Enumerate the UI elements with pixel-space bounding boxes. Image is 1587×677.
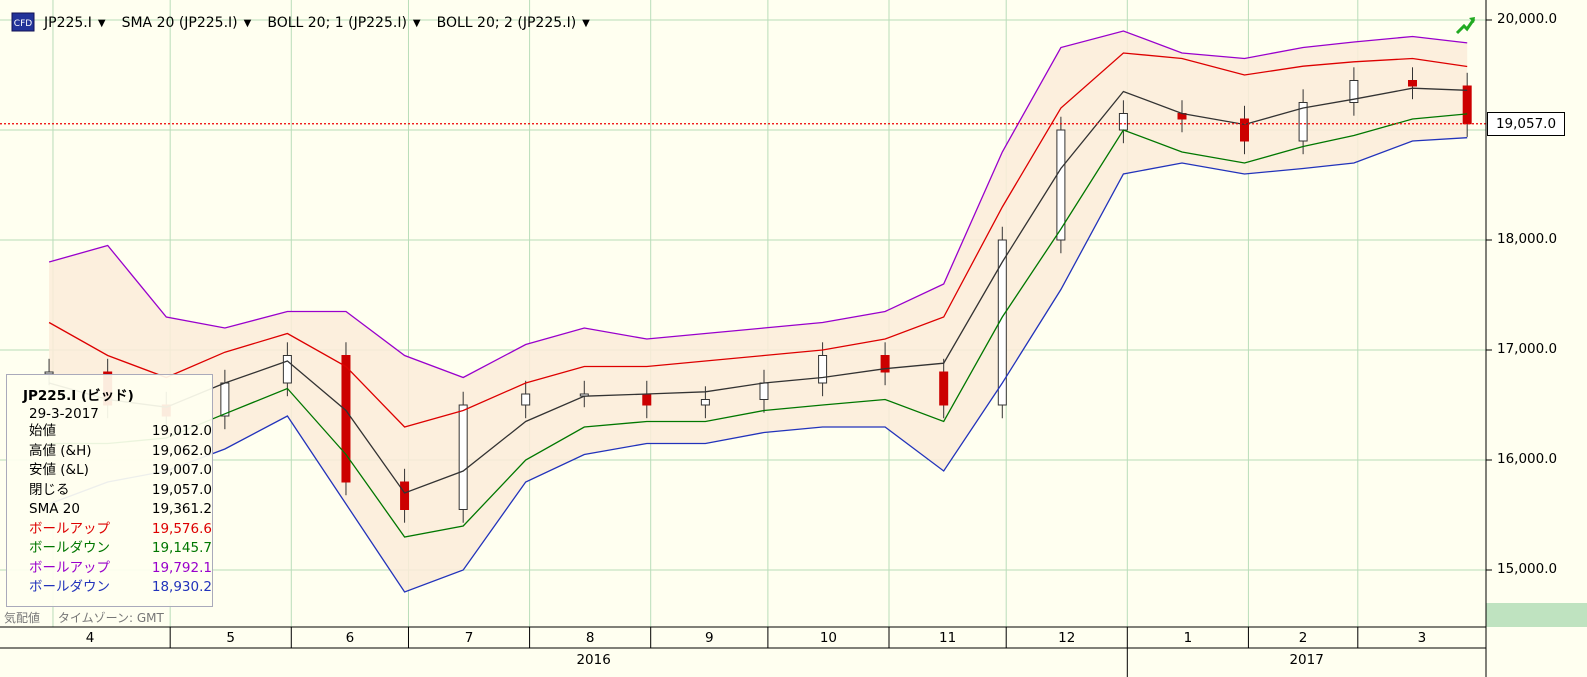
toolbar-item-label: JP225.I bbox=[44, 15, 92, 31]
data-window-value: 19,145.7 bbox=[151, 540, 212, 556]
data-window-value: 19,361.2 bbox=[151, 501, 212, 517]
data-window-key: 始値 bbox=[29, 423, 56, 439]
candle-body bbox=[1462, 85, 1472, 125]
month-label: 3 bbox=[1417, 630, 1427, 646]
candle-body bbox=[880, 355, 890, 373]
month-label: 8 bbox=[585, 630, 595, 646]
toolbar-item-label: BOLL 20; 2 (JP225.I) bbox=[436, 15, 577, 31]
timezone-label: タイムゾーン: GMT bbox=[57, 611, 164, 625]
data-window-value: 19,012.0 bbox=[151, 423, 212, 439]
price-axis-panel bbox=[1486, 0, 1587, 627]
candle-body bbox=[997, 239, 1007, 406]
candle-body bbox=[282, 355, 292, 384]
chevron-down-icon: ▼ bbox=[582, 17, 590, 29]
candle-body bbox=[1118, 113, 1128, 131]
quote-type-label: 気配値 bbox=[4, 611, 41, 625]
candle-body bbox=[1407, 80, 1417, 87]
toolbar-item-sma[interactable]: SMA 20 (JP225.I) ▼ bbox=[122, 15, 252, 31]
data-window-row: 始値 19,012.0 bbox=[7, 422, 212, 442]
sma20-line bbox=[48, 87, 1468, 494]
toolbar-item-boll1[interactable]: BOLL 20; 1 (JP225.I) ▼ bbox=[267, 15, 420, 31]
month-label: 4 bbox=[85, 630, 95, 646]
year-label: 2016 bbox=[576, 652, 611, 668]
status-bar: 気配値 タイムゾーン: GMT bbox=[4, 609, 178, 626]
chevron-down-icon: ▼ bbox=[412, 17, 421, 29]
candle-body bbox=[521, 393, 531, 406]
price-axis-label: 17,000.0 bbox=[1497, 341, 1558, 357]
boll1-lower-line bbox=[49, 113, 1468, 538]
data-window: JP225.I (ビッド) 29-3-2017 始値 19,012.0 高値 (&H… bbox=[6, 374, 213, 607]
boll2-lower-line bbox=[48, 137, 1468, 593]
candle-body bbox=[341, 355, 351, 483]
toolbar-item-boll2[interactable]: BOLL 20; 2 (JP225.I) ▼ bbox=[437, 15, 590, 31]
bollinger-band-fill bbox=[49, 31, 1468, 592]
current-price-tag: 19,057.0 bbox=[1487, 111, 1565, 136]
candle-body bbox=[700, 399, 710, 406]
month-label: 2 bbox=[1298, 630, 1308, 646]
data-window-row: SMA 20 19,361.2 bbox=[7, 500, 212, 520]
data-window-row: ボールアップ 19,792.1 bbox=[7, 559, 212, 579]
candle-body bbox=[759, 382, 769, 400]
candle-body bbox=[642, 393, 652, 406]
candle-body bbox=[1056, 129, 1066, 241]
boll1-upper-line bbox=[48, 52, 1468, 428]
data-window-row: ボールダウン 18,930.2 bbox=[7, 578, 212, 598]
data-window-value: 19,576.6 bbox=[151, 520, 212, 537]
price-axis-footer bbox=[1486, 603, 1587, 627]
data-window-key: ボールアップ bbox=[29, 559, 110, 576]
data-window-title: JP225.I (ビッド) bbox=[23, 388, 134, 404]
svg-text:CFD: CFD bbox=[14, 19, 32, 29]
toolbar-item-instrument[interactable]: JP225.I ▼ bbox=[44, 15, 106, 31]
data-window-key: ボールダウン bbox=[29, 579, 110, 595]
candle-body bbox=[400, 481, 410, 510]
year-label: 2017 bbox=[1289, 652, 1324, 668]
candle-body bbox=[458, 404, 468, 510]
month-label: 7 bbox=[464, 630, 474, 646]
candle-body bbox=[1240, 118, 1250, 142]
toolbar-item-label: BOLL 20; 1 (JP225.I) bbox=[267, 15, 407, 31]
data-window-key: ボールアップ bbox=[29, 520, 110, 537]
data-window-row: 安値 (&L) 19,007.0 bbox=[7, 461, 212, 481]
data-window-row: ボールアップ 19,576.6 bbox=[7, 520, 212, 540]
data-window-row: 閉じる 19,057.0 bbox=[7, 481, 212, 501]
candle-body bbox=[220, 382, 230, 417]
price-axis-label: 15,000.0 bbox=[1497, 561, 1558, 577]
candle-body bbox=[939, 371, 949, 406]
data-window-date: 29-3-2017 bbox=[29, 406, 99, 422]
candle-body bbox=[818, 355, 828, 384]
trend-up-icon[interactable] bbox=[1455, 14, 1477, 36]
data-window-key: 高値 (&H) bbox=[29, 442, 92, 459]
candle-body bbox=[1298, 102, 1308, 142]
cfd-icon[interactable]: CFD bbox=[10, 11, 36, 35]
data-window-value: 19,062.0 bbox=[151, 442, 212, 459]
month-label: 11 bbox=[939, 630, 957, 646]
candle-body bbox=[1349, 80, 1359, 103]
month-label: 5 bbox=[226, 630, 236, 646]
month-label: 6 bbox=[345, 630, 355, 646]
price-axis-label: 16,000.0 bbox=[1497, 451, 1558, 467]
boll2-upper-line bbox=[48, 30, 1468, 379]
data-window-key: ボールダウン bbox=[29, 540, 110, 556]
chevron-down-icon: ▼ bbox=[97, 17, 106, 29]
data-window-key: 閉じる bbox=[29, 481, 70, 498]
price-axis-label: 20,000.0 bbox=[1497, 11, 1558, 27]
data-window-value: 19,792.1 bbox=[151, 559, 212, 576]
data-window-key: SMA 20 bbox=[29, 501, 80, 517]
data-window-row: ボールダウン 19,145.7 bbox=[7, 539, 212, 559]
data-window-value: 19,007.0 bbox=[151, 462, 212, 478]
month-label: 12 bbox=[1058, 630, 1076, 646]
data-window-value: 18,930.2 bbox=[151, 579, 212, 595]
price-axis-label: 18,000.0 bbox=[1497, 231, 1558, 247]
data-window-row: 高値 (&H) 19,062.0 bbox=[7, 442, 212, 462]
data-window-value: 19,057.0 bbox=[151, 481, 212, 498]
toolbar: CFD JP225.I ▼ SMA 20 (JP225.I) ▼ BOLL 20… bbox=[0, 0, 606, 46]
month-label: 10 bbox=[819, 630, 838, 646]
toolbar-item-label: SMA 20 (JP225.I) bbox=[121, 15, 238, 31]
data-window-key: 安値 (&L) bbox=[29, 462, 89, 478]
month-label: 9 bbox=[704, 630, 714, 646]
month-label: 1 bbox=[1183, 630, 1193, 646]
chevron-down-icon: ▼ bbox=[243, 17, 252, 29]
